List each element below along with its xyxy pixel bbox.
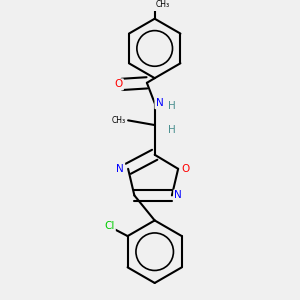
Text: CH₃: CH₃ bbox=[155, 0, 170, 9]
Text: O: O bbox=[115, 80, 123, 89]
Text: N: N bbox=[155, 98, 163, 108]
Text: CH₃: CH₃ bbox=[112, 116, 126, 125]
Text: N: N bbox=[116, 164, 124, 174]
Text: N: N bbox=[174, 190, 182, 200]
Text: Cl: Cl bbox=[104, 221, 115, 231]
Text: O: O bbox=[182, 164, 190, 174]
Text: H: H bbox=[168, 125, 176, 135]
Text: H: H bbox=[168, 101, 176, 111]
